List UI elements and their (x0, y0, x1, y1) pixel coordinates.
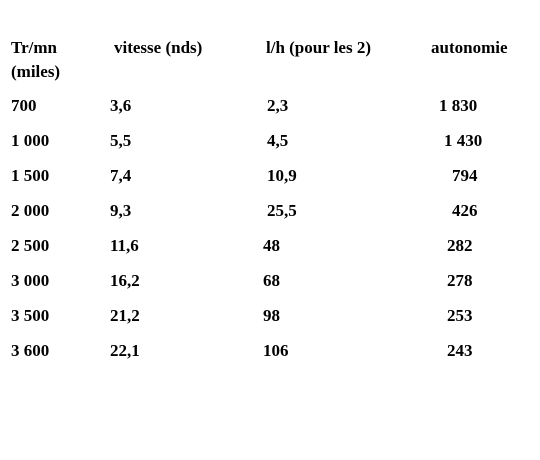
cell-rpm: 700 (11, 96, 37, 115)
table-row: 3 600 22,1 106 243 (0, 341, 540, 363)
cell-range: 1 430 (444, 131, 483, 150)
cell-rpm: 3 500 (11, 306, 50, 325)
table-row: 2 000 9,3 25,5 426 (0, 201, 540, 223)
cell-fuel: 25,5 (267, 201, 297, 220)
header-speed: vitesse (nds) (114, 38, 203, 57)
cell-range: 426 (452, 201, 478, 220)
table-row: 3 000 16,2 68 278 (0, 271, 540, 293)
cell-fuel: 68 (263, 271, 280, 290)
table-row: 1 000 5,5 4,5 1 430 (0, 131, 540, 153)
cell-fuel: 10,9 (267, 166, 297, 185)
table-row: 3 500 21,2 98 253 (0, 306, 540, 328)
cell-range: 794 (452, 166, 478, 185)
cell-range: 278 (447, 271, 473, 290)
cell-rpm: 2 000 (11, 201, 50, 220)
cell-fuel: 4,5 (267, 131, 289, 150)
cell-fuel: 2,3 (267, 96, 289, 115)
cell-rpm: 3 600 (11, 341, 50, 360)
cell-rpm: 3 000 (11, 271, 50, 290)
cell-speed: 9,3 (110, 201, 132, 220)
cell-rpm: 1 500 (11, 166, 50, 185)
cell-speed: 22,1 (110, 341, 140, 360)
cell-rpm: 1 000 (11, 131, 50, 150)
cell-range: 1 830 (439, 96, 478, 115)
header-range: autonomie (431, 38, 508, 57)
table-row: 1 500 7,4 10,9 794 (0, 166, 540, 188)
cell-range: 243 (447, 341, 473, 360)
cell-fuel: 106 (263, 341, 289, 360)
cell-speed: 11,6 (110, 236, 139, 255)
cell-range: 253 (447, 306, 473, 325)
cell-fuel: 98 (263, 306, 280, 325)
header-rpm: Tr/mn (11, 38, 57, 57)
table-row: 2 500 11,6 48 282 (0, 236, 540, 258)
cell-fuel: 48 (263, 236, 280, 255)
header-fuel: l/h (pour les 2) (266, 38, 372, 57)
cell-speed: 5,5 (110, 131, 132, 150)
cell-speed: 16,2 (110, 271, 140, 290)
table-row: 700 3,6 2,3 1 830 (0, 96, 540, 118)
cell-rpm: 2 500 (11, 236, 50, 255)
header-rpm-unit: (miles) (11, 62, 61, 81)
cell-speed: 21,2 (110, 306, 140, 325)
cell-range: 282 (447, 236, 473, 255)
cell-speed: 7,4 (110, 166, 132, 185)
cell-speed: 3,6 (110, 96, 132, 115)
